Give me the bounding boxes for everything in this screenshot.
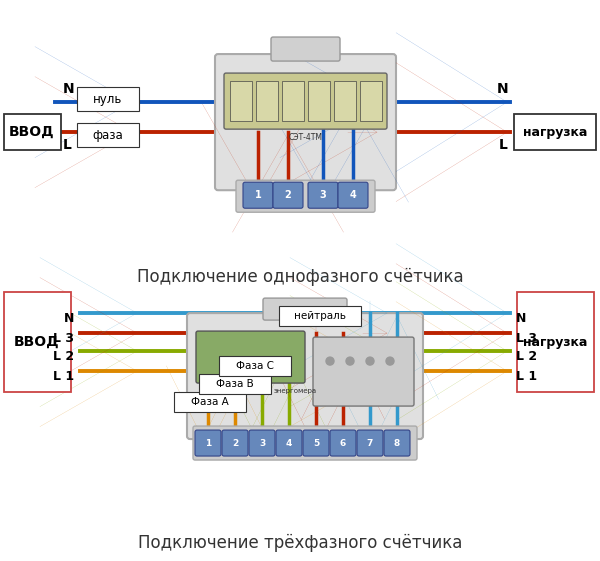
Text: L 2: L 2 [53,350,74,362]
FancyBboxPatch shape [514,114,596,150]
Text: нуль: нуль [94,93,122,105]
Text: 4: 4 [350,190,356,200]
Circle shape [366,357,374,365]
Text: N: N [496,82,508,96]
Bar [256,81,278,121]
Text: Фаза В: Фаза В [216,379,254,389]
Text: 2: 2 [232,439,238,448]
FancyBboxPatch shape [313,337,414,406]
FancyBboxPatch shape [195,430,221,456]
FancyBboxPatch shape [222,430,248,456]
FancyBboxPatch shape [174,392,246,412]
FancyBboxPatch shape [77,123,139,147]
Text: Подключение однофазного счётчика: Подключение однофазного счётчика [137,268,463,286]
FancyBboxPatch shape [4,114,61,150]
Bar [360,81,382,121]
FancyBboxPatch shape [243,182,273,208]
FancyBboxPatch shape [330,430,356,456]
Text: L: L [63,138,72,152]
Text: нагрузка: нагрузка [523,126,587,139]
Text: нагрузка: нагрузка [523,335,587,348]
FancyBboxPatch shape [308,182,338,208]
FancyBboxPatch shape [276,430,302,456]
FancyBboxPatch shape [77,87,139,111]
FancyBboxPatch shape [271,37,340,61]
Circle shape [386,357,394,365]
Bar [230,81,252,121]
Text: фаза: фаза [92,128,124,141]
FancyBboxPatch shape [4,292,71,392]
FancyBboxPatch shape [249,430,275,456]
Text: L 3: L 3 [516,332,537,344]
FancyBboxPatch shape [224,73,387,129]
Bar [334,81,356,121]
Text: 3: 3 [259,439,265,448]
Text: Подключение трёхфазного счётчика: Подключение трёхфазного счётчика [138,534,462,552]
Text: Фаза С: Фаза С [236,361,274,371]
Text: L 2: L 2 [516,350,537,362]
Text: Фаза А: Фаза А [191,397,229,407]
Circle shape [326,357,334,365]
Text: нейтраль: нейтраль [294,311,346,321]
FancyBboxPatch shape [357,430,383,456]
Text: 4: 4 [286,439,292,448]
FancyBboxPatch shape [236,180,375,212]
Text: 1: 1 [254,190,262,200]
Text: ВВОД: ВВОД [14,335,60,349]
FancyBboxPatch shape [338,182,368,208]
Bar [282,81,304,121]
FancyBboxPatch shape [517,292,594,392]
FancyBboxPatch shape [215,54,396,190]
FancyBboxPatch shape [193,426,417,460]
FancyBboxPatch shape [279,306,361,326]
FancyBboxPatch shape [196,331,305,383]
FancyBboxPatch shape [199,374,271,394]
Bar [308,81,330,121]
Text: 7: 7 [367,439,373,448]
Text: ВВОД: ВВОД [9,125,55,139]
Text: N: N [64,311,74,325]
Text: L: L [499,138,508,152]
Text: 5: 5 [313,439,319,448]
Text: L 1: L 1 [53,370,74,383]
FancyBboxPatch shape [273,182,303,208]
FancyBboxPatch shape [303,430,329,456]
Text: энергомера: энергомера [274,388,317,394]
FancyBboxPatch shape [384,430,410,456]
Text: 3: 3 [320,190,326,200]
Text: 2: 2 [284,190,292,200]
Text: L 3: L 3 [53,332,74,344]
FancyBboxPatch shape [187,313,423,439]
Text: N: N [63,82,74,96]
Text: 8: 8 [394,439,400,448]
FancyBboxPatch shape [263,298,347,320]
Text: N: N [516,311,526,325]
Text: СЭТ-4ТМ: СЭТ-4ТМ [289,132,323,141]
Text: 6: 6 [340,439,346,448]
Circle shape [346,357,354,365]
Text: L 1: L 1 [516,370,537,383]
FancyBboxPatch shape [219,356,291,376]
Text: 1: 1 [205,439,211,448]
